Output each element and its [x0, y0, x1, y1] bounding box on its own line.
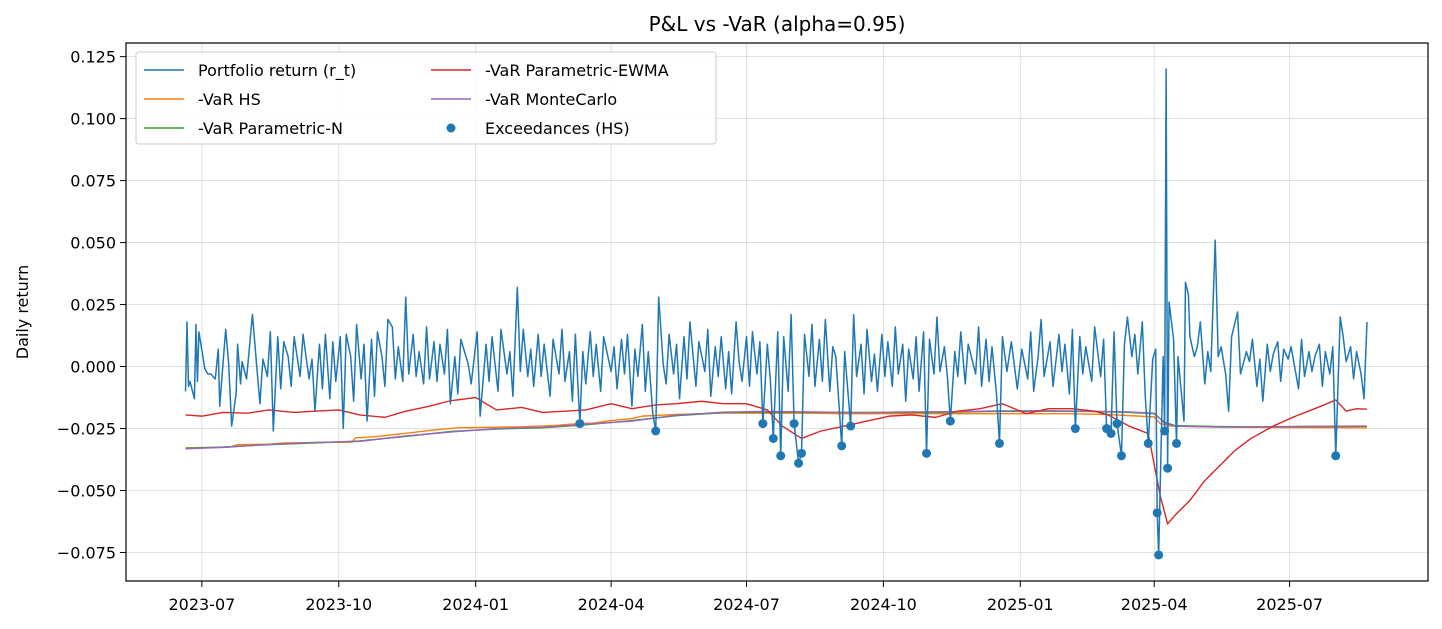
exceedance-point	[768, 433, 778, 443]
legend-label-var-montecarlo: -VaR MonteCarlo	[485, 90, 617, 109]
y-tick-label: −0.025	[57, 420, 116, 439]
exceedance-point	[1070, 424, 1080, 434]
exceedance-point	[758, 419, 768, 429]
x-tick-label: 2024-04	[578, 595, 645, 614]
plot-frame	[125, 42, 1429, 582]
series-line-var-parametric-n	[185, 410, 1367, 450]
x-tick-label: 2023-07	[168, 595, 235, 614]
x-tick-label: 2025-04	[1121, 595, 1188, 614]
exceedance-point	[1143, 438, 1153, 448]
exceedance-point	[797, 448, 807, 458]
y-tick-label: 0.075	[70, 172, 116, 191]
y-tick-label: 0.050	[70, 234, 116, 253]
exceedance-point	[1163, 463, 1173, 473]
legend-box	[135, 51, 717, 145]
exceedance-point	[1152, 508, 1162, 518]
chart-title: P&L vs -VaR (alpha=0.95)	[649, 12, 906, 36]
y-axis: −0.075 −0.050 −0.025 0.000 0.025 0.050 0.075 0.…	[57, 48, 126, 562]
exceedance-point	[994, 438, 1004, 448]
exceedance-point	[794, 458, 804, 468]
exceedance-point	[1172, 438, 1182, 448]
exceedance-point	[945, 416, 955, 426]
y-tick-label: 0.000	[70, 358, 116, 377]
series-line-var-montecarlo	[185, 409, 1367, 450]
y-axis-label: Daily return	[13, 265, 32, 360]
y-tick-label: 0.100	[70, 110, 116, 129]
exceedance-point	[789, 419, 799, 429]
exceedance-point	[575, 419, 585, 429]
exceedance-point	[1116, 451, 1126, 461]
x-tick-label: 2024-01	[442, 595, 509, 614]
exceedance-point	[651, 426, 661, 436]
x-tick-label: 2024-07	[713, 595, 780, 614]
x-tick-label: 2024-10	[850, 595, 917, 614]
exceedance-point	[922, 448, 932, 458]
exceedance-point	[1160, 426, 1170, 436]
y-tick-label: −0.075	[57, 543, 116, 562]
y-tick-label: −0.050	[57, 482, 116, 501]
legend-label-var-parametric-ewma: -VaR Parametric-EWMA	[485, 61, 669, 80]
legend-marker-exceedances-hs	[446, 123, 456, 133]
x-axis: 2023-07 2023-10 2024-01 2024-04 2024-07 2024-…	[168, 581, 1323, 614]
exceedance-point	[1106, 428, 1116, 438]
x-tick-label: 2023-10	[305, 595, 372, 614]
series-line-var-hs	[185, 412, 1367, 449]
y-tick-label: 0.125	[70, 48, 116, 67]
exceedance-point	[776, 451, 786, 461]
y-tick-label: 0.025	[70, 296, 116, 315]
exceedance-point	[1154, 550, 1164, 560]
exceedance-point	[846, 421, 856, 431]
exceedance-point	[837, 441, 847, 451]
exceedance-point	[1331, 451, 1341, 461]
x-tick-label: 2025-01	[987, 595, 1054, 614]
legend: Portfolio return (r_t) -VaR HS -VaR Parame…	[135, 51, 717, 145]
legend-label-var-hs: -VaR HS	[198, 90, 261, 109]
exceedance-point	[1112, 419, 1122, 429]
x-tick-label: 2025-07	[1256, 595, 1323, 614]
series-layer	[184, 68, 1368, 560]
legend-label-exceedances-hs: Exceedances (HS)	[485, 119, 630, 138]
legend-label-portfolio-return-r-t: Portfolio return (r_t)	[198, 61, 356, 81]
legend-label-var-parametric-n: -VaR Parametric-N	[198, 119, 343, 138]
series-line-var-parametric-ewma	[185, 396, 1368, 525]
